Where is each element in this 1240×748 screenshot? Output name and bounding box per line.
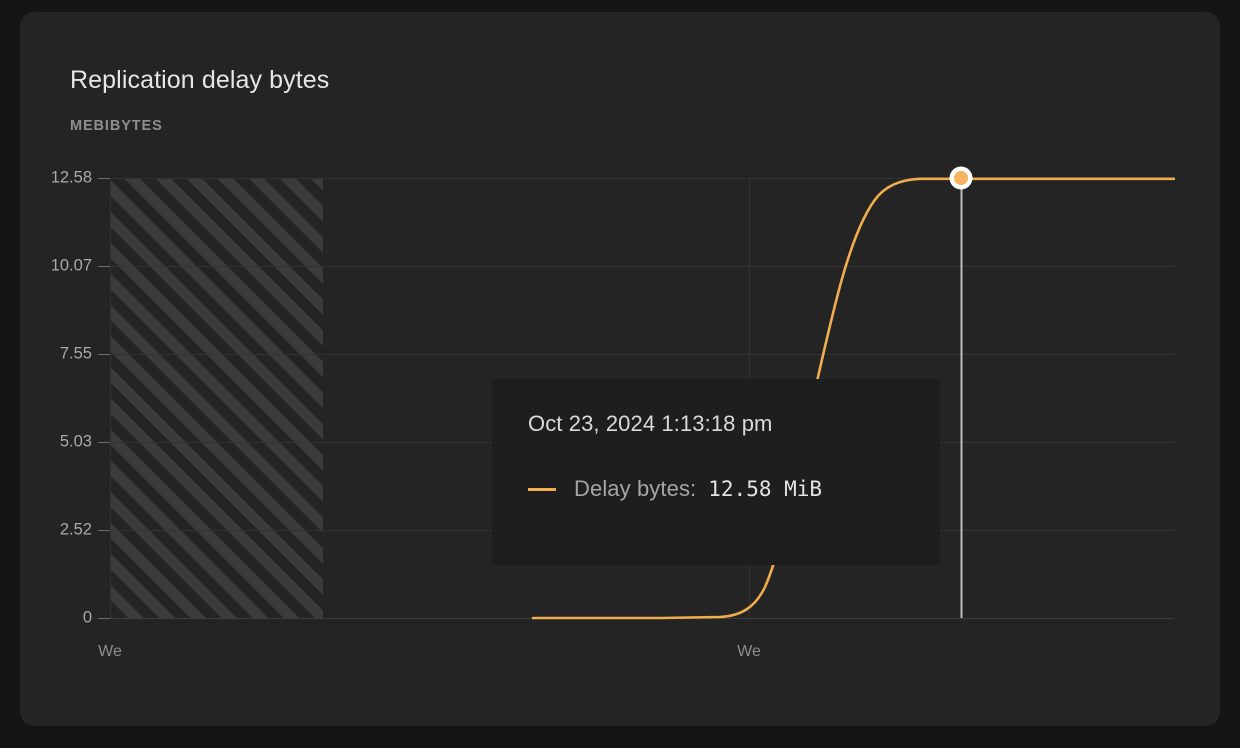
tooltip-timestamp: Oct 23, 2024 1:13:18 pm [528,411,773,436]
plot-svg [98,166,1175,620]
y-tick-label-12.58: 12.58 [50,168,92,187]
y-tick-label-0: 0 [82,608,92,627]
x-tick-label-1: We [98,643,122,660]
hover-point-marker[interactable] [949,166,973,190]
x-tick-label-2: We [737,643,761,660]
series-color-swatch-icon [528,487,556,491]
chart-unit-subtitle: MEBIBYTES [70,118,163,134]
tooltip-series-row: Delay bytes: 12.58 MiB [528,476,904,502]
plot-area[interactable]: 12.58 10.07 7.55 5.03 2.52 0 We We [20,12,1220,726]
hover-point-dot [954,171,968,185]
y-tick-label-2.52: 2.52 [59,520,92,539]
no-data-hatch-region [110,178,323,618]
y-axis-tick-marks [98,177,110,620]
page-title: Replication delay bytes [70,66,330,94]
hover-tooltip: Oct 23, 2024 1:13:18 pm Delay bytes: 12.… [492,379,940,565]
y-tick-label-7.55: 7.55 [59,344,92,363]
chart-card: Replication delay bytes MEBIBYTES [20,12,1220,726]
tooltip-series-label: Delay bytes: [574,476,697,501]
hover-point-ring [949,166,973,190]
tooltip-series-value: 12.58 MiB [708,477,823,501]
y-tick-label-10.07: 10.07 [50,256,92,275]
y-tick-label-5.03: 5.03 [59,432,92,451]
